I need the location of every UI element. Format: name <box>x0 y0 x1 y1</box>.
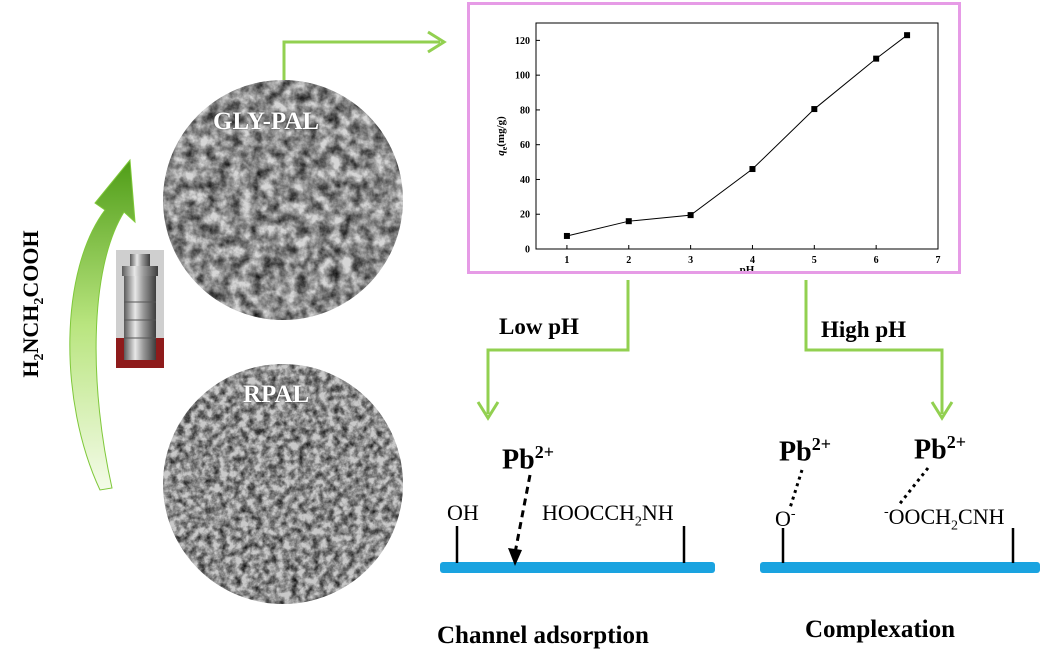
surface-bar-low <box>440 562 715 573</box>
data-point <box>625 218 632 225</box>
group-sub: 2 <box>634 514 642 530</box>
y-axis-label-symbol: q <box>495 150 507 156</box>
ion-symbol: Pb <box>914 434 947 466</box>
ion-symbol: Pb <box>502 444 535 476</box>
lead-ion-low: Pb2+ <box>502 442 554 476</box>
group-part: OOCH <box>888 504 952 529</box>
data-point <box>563 232 570 239</box>
adsorption-ph-chart: 0 20 40 60 80 100 120 1 2 3 4 5 6 7 pH qe(mg/g) <box>495 22 941 276</box>
ion-charge: 2+ <box>946 432 966 452</box>
dashed-arrow <box>513 474 532 554</box>
x-tick-label: 6 <box>874 255 879 266</box>
data-point <box>811 106 818 113</box>
y-tick-label: 100 <box>515 71 530 82</box>
y-tick-label: 60 <box>520 140 530 151</box>
x-tick-label: 4 <box>750 255 755 266</box>
group-part: HOOCCH <box>542 500 635 525</box>
caption-complexation: Complexation <box>805 616 955 643</box>
y-tick-label: 120 <box>515 36 530 47</box>
high-ph-label: High pH <box>821 317 907 342</box>
data-point <box>904 32 911 39</box>
low-ph-arrow <box>486 280 630 414</box>
curved-arrow-icon <box>69 158 136 491</box>
chart-frame: 0 20 40 60 80 100 120 1 2 3 4 5 6 7 pH qe(mg/g) <box>467 2 961 276</box>
glycinate-group: -OOCH2CNH <box>884 504 1004 534</box>
lead-ion-high-left: Pb2+ <box>779 434 831 468</box>
formula-sub: 2 <box>32 353 48 361</box>
y-axis-label-sub: e <box>500 146 509 150</box>
group-part: CNH <box>958 504 1005 529</box>
group-part: O <box>775 506 791 531</box>
data-point <box>749 166 756 173</box>
reagent-formula: H2NCH2COOH <box>18 230 48 377</box>
dotted-bond-right <box>896 467 930 507</box>
sem-texture <box>163 364 403 604</box>
x-tick-label: 7 <box>936 255 941 266</box>
x-tick-label: 2 <box>626 255 631 266</box>
formula-part: COOH <box>17 230 43 298</box>
formula-part: H <box>17 360 43 378</box>
group-part: NH <box>641 500 674 525</box>
surface-bar-high <box>760 562 1040 573</box>
low-ph-label: Low pH <box>499 314 579 339</box>
group-charge: - <box>884 504 889 520</box>
glycine-group: HOOCCH2NH <box>542 500 674 530</box>
y-tick-label: 40 <box>520 175 530 186</box>
ion-symbol: Pb <box>779 436 812 468</box>
ion-charge: 2+ <box>811 434 831 454</box>
group-charge: - <box>790 506 796 522</box>
data-point <box>687 212 694 219</box>
plot-area-frame <box>535 22 939 250</box>
dotted-bond-left <box>788 469 804 509</box>
sem-label-rpal: RPAL <box>243 381 310 408</box>
series-line <box>566 34 908 237</box>
y-tick-label: 20 <box>520 210 530 221</box>
y-tick-label: 80 <box>520 105 530 116</box>
oxide-group: O- <box>775 506 796 532</box>
data-point <box>873 55 880 62</box>
x-tick-label: 5 <box>812 255 817 266</box>
group-sub: 2 <box>951 518 959 534</box>
sem-label-gly-pal: GLY-PAL <box>213 108 320 135</box>
y-axis-label: qe(mg/g) <box>495 116 509 156</box>
y-tick-label: 0 <box>525 245 530 256</box>
sem-image-gly-pal <box>163 80 403 320</box>
ion-charge: 2+ <box>534 442 554 462</box>
formula-sub: 2 <box>32 297 48 305</box>
hydroxyl-group: OH <box>447 500 479 525</box>
x-tick-label: 1 <box>564 255 569 266</box>
caption-channel-adsorption: Channel adsorption <box>437 622 649 649</box>
y-axis-label-unit: (mg/g) <box>495 116 507 147</box>
reactor-photo <box>116 250 164 368</box>
x-tick-label: 3 <box>688 255 693 266</box>
high-ph-arrow <box>804 280 944 414</box>
sem-image-rpal <box>163 364 403 604</box>
sem-texture <box>163 80 403 320</box>
lead-ion-high-right: Pb2+ <box>914 432 966 466</box>
arrow-to-chart <box>282 40 440 80</box>
formula-part: NCH <box>17 304 43 354</box>
x-axis-label: pH <box>740 264 755 271</box>
